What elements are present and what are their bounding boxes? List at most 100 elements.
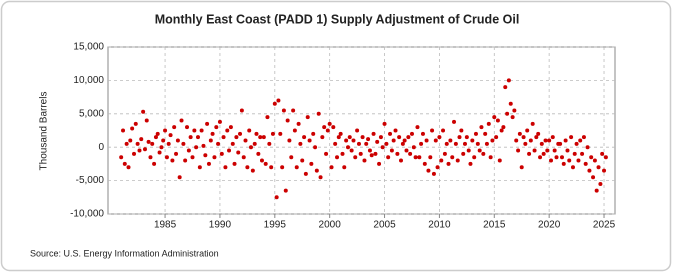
data-point	[486, 121, 491, 126]
data-point	[195, 135, 200, 140]
data-point	[468, 161, 473, 166]
data-point	[205, 121, 210, 126]
data-point	[600, 151, 605, 156]
data-point	[247, 128, 252, 133]
data-point	[314, 168, 319, 173]
data-point	[164, 155, 169, 160]
y-tick-label: -10,000	[70, 209, 104, 220]
data-point	[581, 135, 586, 140]
data-point	[377, 161, 382, 166]
data-point	[316, 111, 321, 116]
data-point	[417, 155, 422, 160]
data-point	[313, 145, 318, 150]
data-point	[325, 128, 330, 133]
data-point	[400, 141, 405, 146]
data-point	[338, 131, 343, 136]
data-point	[256, 151, 261, 156]
data-point	[353, 155, 358, 160]
data-point	[179, 118, 184, 123]
data-point	[307, 138, 312, 143]
data-point	[494, 135, 499, 140]
data-point	[206, 161, 211, 166]
data-point	[411, 145, 416, 150]
data-point	[477, 148, 482, 153]
data-point	[442, 151, 447, 156]
data-point	[122, 161, 127, 166]
data-point	[199, 128, 204, 133]
data-point	[517, 131, 522, 136]
data-point	[413, 155, 418, 160]
data-point	[152, 161, 157, 166]
data-point	[550, 135, 555, 140]
data-point	[296, 121, 301, 126]
data-point	[461, 151, 466, 156]
data-point	[241, 155, 246, 160]
data-point	[580, 151, 585, 156]
data-point	[119, 155, 124, 160]
data-point	[161, 138, 166, 143]
data-point	[197, 165, 202, 170]
data-point	[367, 148, 372, 153]
data-point	[362, 158, 367, 163]
data-point	[549, 158, 554, 163]
data-point	[148, 155, 153, 160]
x-tick-label: 1995	[264, 220, 287, 231]
data-point	[578, 138, 583, 143]
data-point	[592, 158, 597, 163]
data-point	[552, 148, 557, 153]
data-point	[265, 115, 270, 120]
data-point	[230, 141, 235, 146]
data-point	[554, 155, 559, 160]
data-point	[139, 137, 144, 142]
data-point	[506, 78, 511, 83]
data-point	[340, 151, 345, 156]
data-point	[269, 165, 274, 170]
data-point	[435, 165, 440, 170]
data-point	[159, 145, 164, 150]
data-point	[142, 147, 147, 152]
data-point	[267, 141, 272, 146]
data-point	[192, 128, 197, 133]
data-point	[216, 141, 221, 146]
data-point	[212, 155, 217, 160]
data-point	[214, 125, 219, 130]
data-point	[238, 131, 243, 136]
data-point	[309, 161, 314, 166]
x-tick-label: 2000	[319, 220, 342, 231]
data-point	[259, 158, 264, 163]
data-point	[391, 138, 396, 143]
source-note: Source: U.S. Energy Information Administ…	[30, 248, 219, 258]
data-point	[439, 158, 444, 163]
x-tick-label: 2010	[428, 220, 451, 231]
data-point	[166, 141, 171, 146]
data-point	[543, 138, 548, 143]
data-point	[514, 138, 519, 143]
data-point	[404, 148, 409, 153]
data-point	[203, 153, 208, 158]
data-point	[157, 150, 162, 155]
data-point	[121, 128, 126, 133]
data-point	[462, 141, 467, 146]
y-tick-label: 5,000	[79, 108, 104, 119]
data-point	[274, 195, 279, 200]
data-point	[563, 138, 568, 143]
data-point	[534, 135, 539, 140]
data-point	[150, 141, 155, 146]
data-point	[287, 138, 292, 143]
data-point	[208, 138, 213, 143]
data-point	[437, 135, 442, 140]
data-point	[183, 158, 188, 163]
data-point	[318, 175, 323, 180]
x-tick-label: 1985	[154, 220, 177, 231]
data-point	[133, 121, 138, 126]
data-point	[243, 138, 248, 143]
data-point	[519, 165, 524, 170]
data-point	[190, 155, 195, 160]
data-point	[446, 161, 451, 166]
data-point	[570, 165, 575, 170]
data-point	[433, 138, 438, 143]
data-point	[408, 151, 413, 156]
data-point	[263, 161, 268, 166]
data-point	[497, 158, 502, 163]
